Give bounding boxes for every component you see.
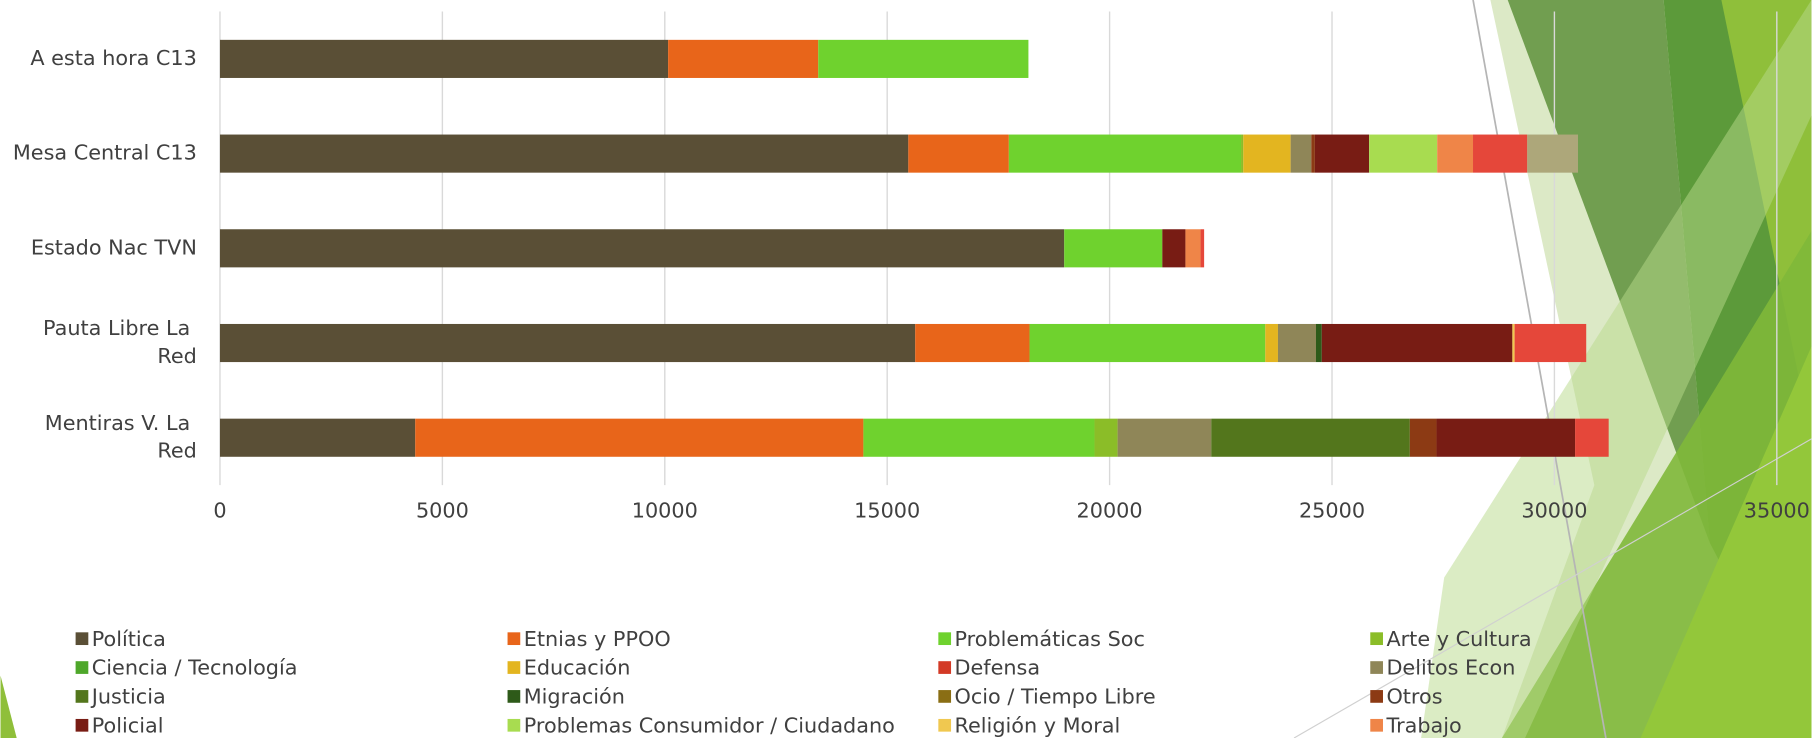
legend-swatch [938,632,952,646]
bar-segment [1185,229,1201,268]
legend-label: Educación [524,656,631,680]
legend-swatch [75,632,89,646]
y-tick-label: Pauta Libre La Red [43,316,197,368]
bar-segment [908,134,1009,173]
bar-segment [1008,134,1242,173]
y-tick-label: Estado Nac TVN [31,235,197,259]
legend-label: Etnias y PPOO [524,627,671,651]
legend-swatch [507,690,521,703]
legend-label: Ocio / Tiempo Libre [955,685,1156,709]
bar-segment [219,418,416,457]
legend-swatch [507,718,521,732]
bar-segment [1409,418,1437,457]
bar-segment [1436,418,1576,457]
legend-swatch [75,661,89,674]
bar-segment [863,418,1095,457]
bar-segment [1241,134,1244,173]
legend-swatch [938,690,952,703]
bar-segment [1265,323,1278,363]
legend-swatch [75,718,89,732]
bar-segment [1527,134,1578,173]
bar-segment [668,39,819,78]
legend-swatch [75,690,89,703]
legend-label: Policial [92,713,164,737]
legend-label: Trabajo [1385,713,1461,737]
bar-segment [1321,323,1513,363]
legend-label: Defensa [955,656,1041,680]
legend-label: Migración [524,685,625,709]
legend-label: Justicia [90,685,166,709]
bar-segment [1162,229,1186,268]
bar-segment [1512,323,1515,363]
x-tick-label: 15000 [854,499,920,523]
bar-segment [818,39,1029,78]
legend-label: Delitos Econ [1386,656,1515,680]
bar-segment [1314,134,1370,173]
x-tick-label: 25000 [1299,499,1365,523]
x-tick-label: 5000 [416,499,469,523]
y-tick-label: A esta hora C13 [30,46,197,70]
legend-label: Problemáticas Soc [955,627,1145,651]
bar-segment [1029,323,1266,363]
bar-segment [915,323,1030,363]
legend-swatch [507,661,521,674]
legend-label: Arte y Cultura [1386,627,1531,651]
legend-swatch [1370,718,1383,732]
bar-segment [1200,229,1205,268]
x-tick-label: 20000 [1077,499,1143,523]
x-tick-label: 30000 [1521,499,1587,523]
bar-segment [1094,418,1118,457]
legend-label: Política [92,627,166,651]
legend-swatch [1370,661,1383,674]
x-tick-label: 0 [213,499,226,523]
legend-swatch [1370,632,1383,646]
bar-segment [1514,323,1587,363]
legend-label: Problemas Consumidor / Ciudadano [524,713,895,737]
bar-segment [1369,134,1438,173]
bar-segment [1117,418,1212,457]
bar-segment [1243,134,1291,173]
y-tick-label: Mesa Central C13 [13,141,197,165]
legend-label: Ciencia / Tecnología [92,656,298,680]
bar-segment [219,134,909,173]
bar-segment [1315,323,1322,363]
bar-segment [1437,134,1474,173]
legend-label: Otros [1386,685,1442,709]
bar-segment [1211,418,1410,457]
x-tick-label: 10000 [632,499,698,523]
bar-segment [1473,134,1528,173]
y-tick-label: Mentiras V. La Red [45,411,197,463]
x-tick-label: 35000 [1744,499,1810,523]
bar-segment [415,418,864,457]
legend-swatch [938,718,952,732]
bar-segment [1290,134,1312,173]
bar-segment [1311,134,1315,173]
legend-swatch [1370,690,1383,703]
bar-segment [219,229,1065,268]
legend-swatch [507,632,521,646]
legend-swatch [938,661,952,674]
legend-label: Religión y Moral [955,713,1121,737]
bar-segment [1064,229,1163,268]
bar-segment [219,39,669,78]
bar-segment [1575,418,1609,457]
bar-segment [219,323,916,363]
bar-segment [1277,323,1316,363]
